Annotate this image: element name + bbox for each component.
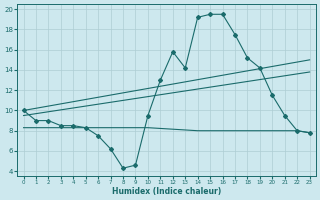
X-axis label: Humidex (Indice chaleur): Humidex (Indice chaleur) bbox=[112, 187, 221, 196]
